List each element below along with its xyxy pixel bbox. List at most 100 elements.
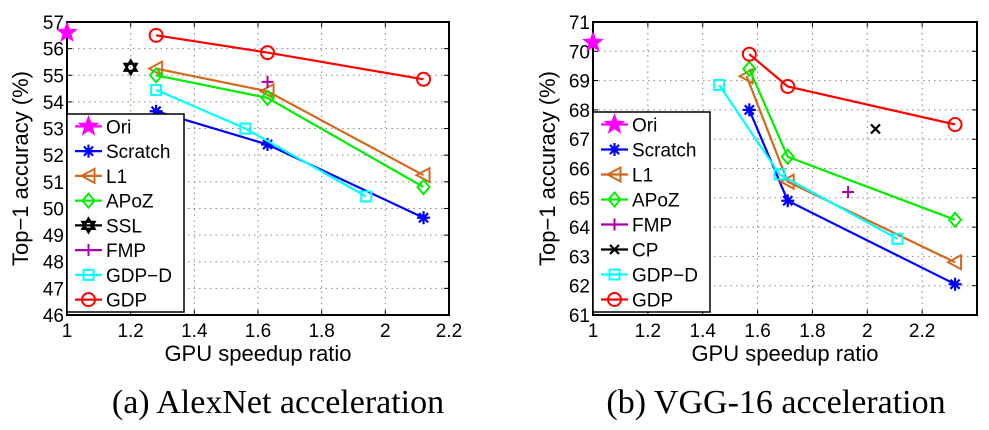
legend-marker-diamond-icon (607, 190, 622, 209)
y-tick-label: 64 (569, 218, 591, 239)
legend-item: Ori (601, 113, 657, 137)
series-apoz (148, 66, 431, 196)
legend-item: Scratch (75, 142, 170, 163)
legend-marker-star-icon (603, 113, 626, 134)
legend-item: L1 (75, 167, 127, 188)
x-tick-label: 1.2 (635, 321, 661, 342)
data-point (56, 21, 78, 42)
legend-marker-asterisk-icon (608, 143, 621, 156)
legend-item: FMP (601, 216, 672, 237)
data-point (780, 148, 796, 166)
x-tick-label: 1.6 (245, 321, 271, 342)
legend-label: Scratch (632, 141, 696, 162)
legend-item: CP (601, 241, 658, 262)
y-tick-label: 50 (43, 199, 64, 220)
series-line (155, 34, 424, 81)
y-tick-label: 47 (43, 279, 64, 300)
y-tick-label: 54 (43, 93, 65, 114)
legend-marker-diamond-icon (81, 192, 96, 210)
series-gdp (148, 27, 432, 87)
data-point (239, 122, 252, 135)
series-ori (56, 21, 78, 42)
series-line (155, 74, 425, 189)
series-fmp (261, 75, 274, 88)
legend-item: SSL (75, 216, 142, 237)
x-tick-label: 1.4 (181, 321, 208, 342)
series-scratch (742, 103, 962, 291)
series-line (748, 53, 956, 126)
legend-label: FMP (106, 241, 146, 262)
data-point (870, 123, 881, 135)
legend-marker-triangle-left-icon (605, 165, 622, 184)
x-tick-label: 1.8 (308, 321, 334, 342)
legend-label: GDP (632, 291, 673, 312)
series-ori (582, 31, 604, 52)
legend-marker-plus-icon (608, 218, 621, 231)
data-point (261, 138, 275, 152)
data-point (260, 45, 276, 61)
x-tick-label: 1.6 (744, 321, 770, 342)
data-point (582, 31, 604, 52)
data-point (773, 168, 786, 181)
legend-marker-star-icon (77, 114, 100, 136)
data-point (360, 190, 373, 203)
series-ssl (122, 58, 139, 77)
data-point (147, 59, 164, 78)
data-point (260, 89, 275, 107)
data-point (945, 253, 963, 271)
y-tick-label: 57 (43, 13, 64, 34)
legend-marker-x-icon (609, 244, 620, 255)
legend-marker-triangle-left-icon (79, 167, 96, 185)
legend-marker-plus-icon (82, 244, 95, 257)
legend-label: APoZ (632, 191, 680, 212)
y-tick-label: 48 (43, 253, 64, 274)
x-axis-label: GPU speedup ratio (164, 341, 351, 366)
y-tick-label: 70 (569, 42, 590, 63)
y-tick-label: 66 (569, 160, 590, 181)
data-point (948, 277, 962, 291)
legend-label: CP (632, 241, 658, 262)
legend-label: Ori (632, 116, 657, 137)
legend-label: APoZ (106, 192, 154, 213)
data-point (947, 117, 963, 133)
legend-item: Ori (75, 114, 131, 138)
y-tick-label: 52 (43, 146, 64, 167)
y-tick-label: 65 (569, 189, 590, 210)
data-point (741, 46, 757, 62)
legend-label: Ori (106, 117, 131, 138)
series-apoz (742, 60, 963, 229)
legend-marker-hexagram-icon (80, 216, 97, 235)
data-point-a (122, 58, 139, 72)
x-tick-label: 1 (62, 321, 73, 342)
legend-item: Scratch (601, 141, 696, 162)
legend-marker-square-icon (608, 268, 621, 281)
x-tick-label: 2 (380, 321, 391, 342)
data-point (261, 75, 274, 88)
caption-a: (a) AlexNet acceleration (112, 384, 444, 421)
series-gdp-d (150, 83, 373, 203)
legend-marker-square-icon (82, 268, 95, 281)
y-tick-label: 46 (43, 306, 64, 327)
legend-item: GDP (601, 291, 673, 312)
x-axis-label: GPU speedup ratio (691, 341, 878, 366)
data-point (891, 232, 904, 245)
series-gdp (741, 46, 963, 133)
legend-box (592, 111, 711, 313)
legend-marker-circle-icon (607, 292, 622, 307)
data-point (947, 211, 963, 229)
x-tick-label: 1.8 (799, 321, 825, 342)
series-l1 (737, 67, 963, 271)
data-point (842, 185, 855, 198)
series-fmp (842, 185, 855, 198)
legend-label: GDP−D (106, 266, 172, 287)
legend-item: FMP (75, 241, 146, 262)
data-point (148, 66, 164, 84)
legend-label: L1 (632, 166, 653, 187)
data-point (122, 58, 139, 77)
data-point (780, 78, 796, 94)
legend-label: GDP (106, 291, 147, 312)
data-point (781, 194, 795, 208)
data-point (416, 71, 432, 87)
data-point (149, 104, 163, 118)
